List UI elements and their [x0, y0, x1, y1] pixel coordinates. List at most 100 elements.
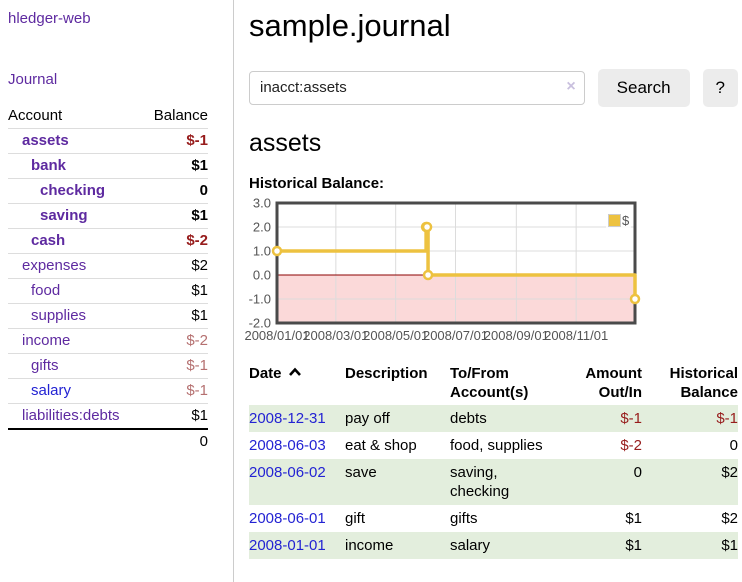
sort-ascending-icon [288, 367, 301, 376]
register-accounts-cell: saving, checking [450, 463, 510, 500]
page-title: sample.journal [249, 8, 451, 43]
search-form: × Search ? [249, 68, 738, 107]
main-content: sample.journal × Search ? assets Histori… [244, 0, 738, 559]
account-row: assets $-1 [8, 128, 208, 154]
brand: hledger-web [8, 10, 91, 27]
chart-x-tick-label: 2008/09/01 [484, 328, 549, 343]
register-amount-cell: $-2 [620, 436, 642, 454]
account-row: liabilities:debts $1 [8, 403, 208, 429]
accounts-total-spacer [8, 428, 143, 454]
account-row: expenses $2 [8, 253, 208, 279]
register-amount-cell: 0 [633, 463, 642, 481]
register-header-date-label: Date [249, 364, 282, 382]
register-description-cell: eat & shop [345, 436, 417, 454]
register-description-cell: gift [345, 509, 366, 527]
register-date-cell: 2008-06-01 [249, 505, 345, 532]
account-row: bank $1 [8, 153, 208, 179]
account-link-expenses[interactable]: expenses [22, 257, 87, 274]
register-header-description: Description [345, 364, 428, 382]
account-row: cash $-2 [8, 228, 208, 254]
chart-y-tick-label: 1.0 [253, 243, 271, 258]
chart-x-tick-label: 2008/05/01 [363, 328, 428, 343]
chart-legend: $ [606, 212, 632, 228]
sidebar: hledger-web Journal Account Balance asse… [0, 0, 234, 582]
register-row: 2008-06-02 save saving, checking 0 $2 [249, 458, 738, 505]
account-link-gifts[interactable]: gifts [31, 357, 59, 374]
account-balance: $1 [142, 153, 208, 179]
account-link-cash[interactable]: cash [31, 232, 66, 249]
register-header-date[interactable]: Date [249, 361, 345, 405]
account-balance: $-2 [142, 328, 208, 354]
transaction-date-link[interactable]: 2008-06-02 [249, 463, 326, 481]
search-input[interactable] [249, 70, 585, 105]
account-row: saving $1 [8, 203, 208, 229]
register-row: 2008-01-01 income salary $1 $1 [249, 531, 738, 559]
chart-x-tick-label: 2008/07/01 [423, 328, 488, 343]
register-accounts-cell: salary [450, 536, 491, 554]
account-link-liabilities-debts[interactable]: liabilities:debts [22, 407, 120, 424]
accounts-table: Account Balance assets $-1 bank $1 check… [8, 103, 208, 454]
account-balance: $-1 [142, 378, 208, 404]
account-balance: $1 [142, 278, 208, 304]
register-row: 2008-06-03 eat & shop food, supplies $-2… [249, 432, 738, 459]
chart-point [629, 293, 641, 304]
account-row: gifts $-1 [8, 353, 208, 379]
account-row: checking 0 [8, 178, 208, 204]
account-balance: 0 [142, 178, 208, 204]
register-date-cell: 2008-12-31 [249, 405, 345, 432]
account-link-salary[interactable]: salary [31, 382, 72, 399]
register-description-cell: income [345, 536, 394, 554]
clear-search-icon[interactable]: × [566, 77, 576, 95]
chart-x-tick-label: 2008/01/01 [244, 328, 309, 343]
account-link-food[interactable]: food [31, 282, 61, 299]
accounts-header-account: Account [8, 103, 143, 129]
historical-balance-chart: 3.0 2.0 1.0 0.0 -1.0 -2.0 2008/01/01 2008/03/01… [244, 195, 738, 347]
brand-link[interactable]: hledger-web [8, 10, 91, 27]
account-link-checking[interactable]: checking [40, 182, 106, 199]
account-link-bank[interactable]: bank [31, 157, 67, 174]
register-balance-cell: 0 [729, 436, 738, 454]
accounts-header-balance: Balance [142, 103, 208, 129]
register-amount-cell: $1 [625, 536, 642, 554]
account-balance: $1 [142, 403, 208, 429]
register-accounts-cell: gifts [450, 509, 478, 527]
help-button[interactable]: ? [702, 68, 738, 107]
register-date-cell: 2008-06-02 [249, 459, 345, 505]
account-link-saving[interactable]: saving [40, 207, 88, 224]
legend-label: $ [622, 212, 630, 228]
account-heading: assets [249, 128, 322, 157]
register-header-balance: Historical Balance [669, 364, 738, 401]
accounts-total-row: 0 [8, 428, 208, 454]
account-link-supplies[interactable]: supplies [31, 307, 87, 324]
legend-swatch-icon [608, 213, 621, 227]
chart-svg: 3.0 2.0 1.0 0.0 -1.0 -2.02008/01/012008/03/01… [244, 195, 641, 343]
search-box: × [249, 70, 585, 105]
chart-point [421, 221, 433, 232]
transaction-date-link[interactable]: 2008-06-01 [249, 509, 326, 527]
register-header-row: Date Description To/From Account(s) Amou… [249, 361, 738, 405]
search-button[interactable]: Search [597, 68, 690, 107]
register-accounts-cell: debts [450, 409, 487, 427]
account-link-assets[interactable]: assets [22, 132, 69, 149]
register-table: Date Description To/From Account(s) Amou… [249, 361, 738, 559]
account-row: income $-2 [8, 328, 208, 354]
transaction-date-link[interactable]: 2008-01-01 [249, 536, 326, 554]
chart-y-tick-label: 2.0 [253, 219, 271, 234]
chart-y-tick-label: 0.0 [253, 267, 271, 282]
nav-journal: Journal [8, 71, 57, 88]
chart-title: Historical Balance: [249, 174, 385, 192]
register-header-accounts: To/From Account(s) [450, 364, 529, 401]
transaction-date-link[interactable]: 2008-06-03 [249, 436, 326, 454]
register-description-cell: pay off [345, 409, 390, 427]
account-row: salary $-1 [8, 378, 208, 404]
account-balance: $2 [142, 253, 208, 279]
register-header-amount: Amount Out/In [585, 364, 642, 401]
register-date-cell: 2008-01-01 [249, 532, 345, 559]
register-row: 2008-06-01 gift gifts $1 $2 [249, 505, 738, 532]
register-balance-cell: $2 [721, 463, 738, 481]
nav-journal-link[interactable]: Journal [8, 71, 58, 88]
transaction-date-link[interactable]: 2008-12-31 [249, 409, 326, 427]
account-balance: $-2 [142, 228, 208, 254]
account-link-income[interactable]: income [22, 332, 71, 349]
register-balance-cell: $-1 [716, 409, 738, 427]
